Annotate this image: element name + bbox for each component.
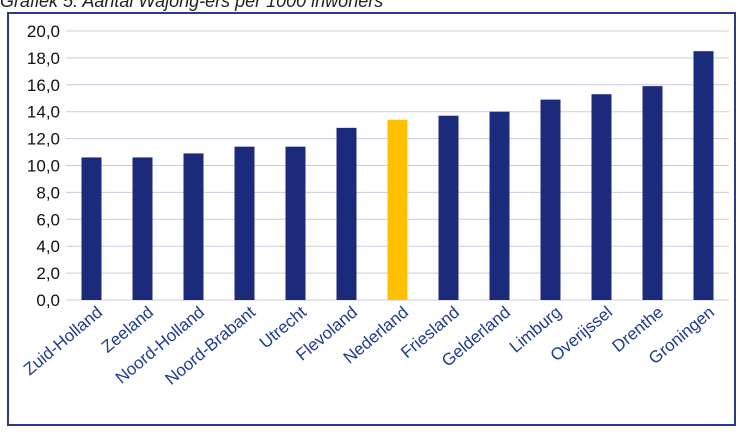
x-tick-label: Zuid-Holland xyxy=(20,303,106,380)
y-tick-label: 8,0 xyxy=(36,183,60,202)
x-tick-label: Noord-Brabant xyxy=(161,302,259,388)
y-tick-label: 6,0 xyxy=(36,210,60,229)
y-tick-label: 0,0 xyxy=(36,291,60,310)
bar-groningen xyxy=(693,51,714,300)
bar-utrecht xyxy=(285,146,306,300)
x-axis-labels: Zuid-HollandZeelandNoord-HollandNoord-Br… xyxy=(20,302,718,388)
bar-zeeland xyxy=(132,157,153,300)
y-tick-label: 16,0 xyxy=(27,76,60,95)
y-tick-label: 4,0 xyxy=(36,237,60,256)
bar-gelderland xyxy=(489,111,510,300)
bar-friesland xyxy=(438,115,459,300)
bar-noord-brabant xyxy=(234,146,255,300)
bar-flevoland xyxy=(336,127,357,300)
bar-chart: 0,02,04,06,08,010,012,014,016,018,020,0 … xyxy=(20,22,729,389)
bars xyxy=(81,51,714,301)
chart-caption: Grafiek 5: Aantal Wajong-ers per 1000 in… xyxy=(0,0,384,11)
y-tick-label: 20,0 xyxy=(27,22,60,41)
y-tick-label: 10,0 xyxy=(27,157,60,176)
bar-nederland xyxy=(387,119,408,301)
x-tick-label: Noord-Holland xyxy=(112,303,208,388)
bar-drenthe xyxy=(642,86,663,301)
chart-frame: 0,0 2,0 4,0 6,0 8,0 10,0 12,0 14,0 16,0 18,0 20,0 … xyxy=(7,12,736,426)
bar-overijssel xyxy=(591,94,612,300)
y-axis-ticks: 0,0 2,0 4,0 6,0 8,0 10,0 12,0 14,0 16,0 18,0 20,0 xyxy=(27,22,60,310)
bar-zuid-holland xyxy=(81,157,102,300)
y-tick-label: 14,0 xyxy=(27,103,60,122)
y-tick-label: 2,0 xyxy=(36,264,60,283)
y-tick-label: 12,0 xyxy=(27,130,60,149)
bar-limburg xyxy=(540,99,561,300)
y-tick-label: 18,0 xyxy=(27,49,60,68)
bar-noord-holland xyxy=(183,153,204,300)
